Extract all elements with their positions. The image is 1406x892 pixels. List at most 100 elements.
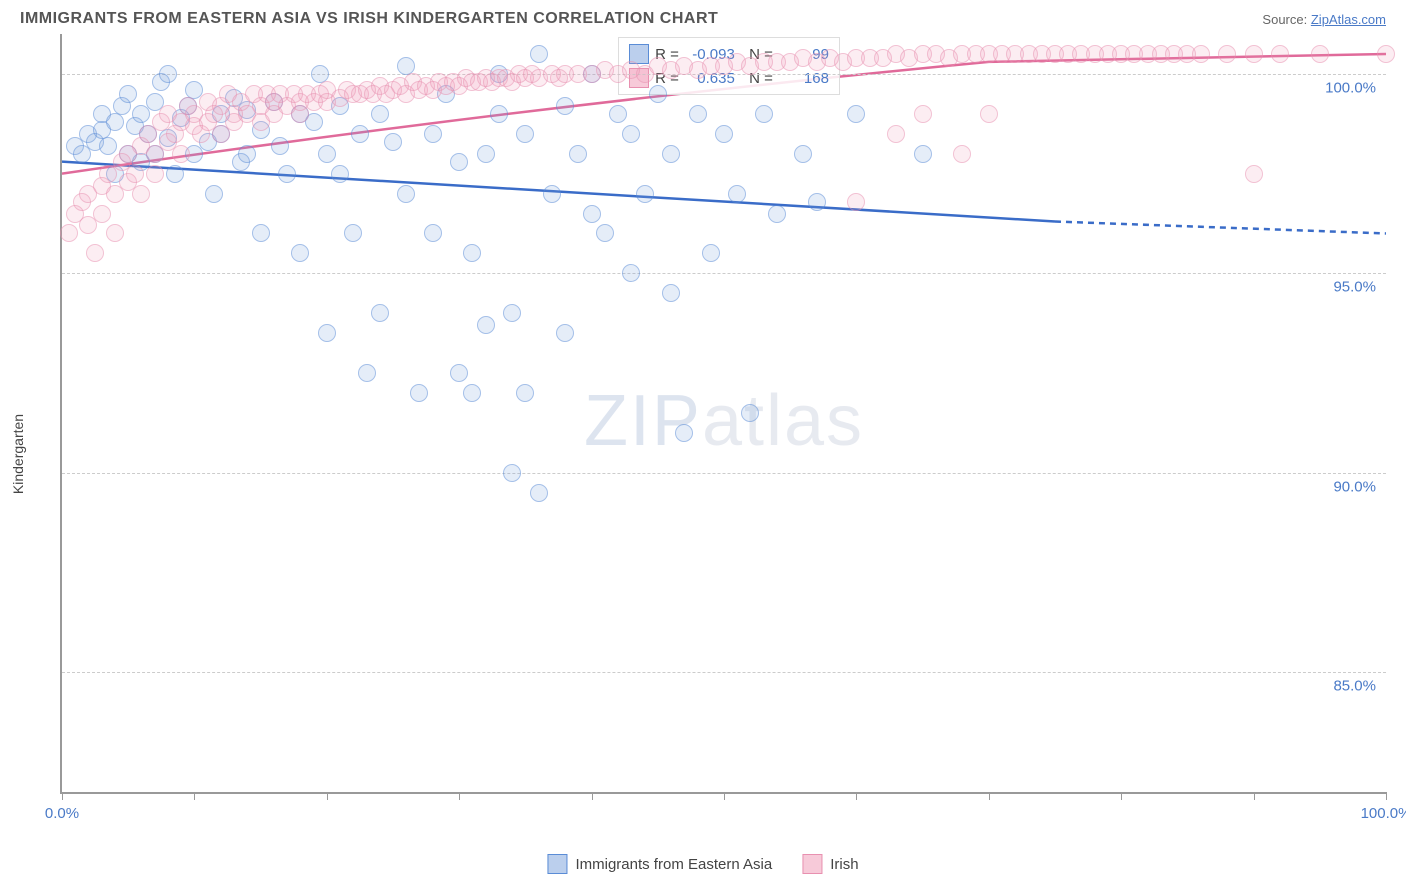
legend-item: Irish	[802, 854, 858, 874]
data-point	[622, 264, 640, 282]
data-point	[60, 224, 78, 242]
data-point	[503, 464, 521, 482]
xtick	[1386, 792, 1387, 800]
data-point	[794, 145, 812, 163]
data-point	[503, 304, 521, 322]
xtick	[592, 792, 593, 800]
ytick-label: 85.0%	[1333, 678, 1376, 695]
data-point	[768, 205, 786, 223]
chart-area: ZIPatlas R =-0.093 N =99 R =0.635 N =168…	[60, 34, 1386, 794]
data-point	[702, 244, 720, 262]
data-point	[450, 153, 468, 171]
legend-swatch	[547, 854, 567, 874]
data-point	[371, 304, 389, 322]
data-point	[99, 137, 117, 155]
data-point	[715, 125, 733, 143]
data-point	[166, 165, 184, 183]
xtick	[989, 792, 990, 800]
xtick	[194, 792, 195, 800]
data-point	[556, 324, 574, 342]
data-point	[252, 224, 270, 242]
data-point	[331, 165, 349, 183]
data-point	[278, 165, 296, 183]
data-point	[490, 105, 508, 123]
data-point	[318, 324, 336, 342]
data-point	[291, 244, 309, 262]
data-point	[1218, 45, 1236, 63]
data-point	[450, 364, 468, 382]
data-point	[755, 105, 773, 123]
data-point	[205, 185, 223, 203]
data-point	[662, 145, 680, 163]
data-point	[397, 185, 415, 203]
data-point	[424, 125, 442, 143]
xtick-label: 0.0%	[45, 805, 79, 822]
y-axis-label: Kindergarten	[10, 414, 26, 494]
data-point	[847, 105, 865, 123]
data-point	[344, 224, 362, 242]
source-link[interactable]: ZipAtlas.com	[1311, 12, 1386, 27]
data-point	[86, 244, 104, 262]
data-point	[172, 145, 190, 163]
watermark: ZIPatlas	[584, 380, 864, 462]
xtick	[1254, 792, 1255, 800]
data-point	[596, 224, 614, 242]
legend-label: Immigrants from Eastern Asia	[575, 856, 772, 873]
gridline	[62, 473, 1386, 474]
xtick	[62, 792, 63, 800]
xtick	[1121, 792, 1122, 800]
ytick-label: 100.0%	[1325, 79, 1376, 96]
data-point	[636, 185, 654, 203]
data-point	[93, 205, 111, 223]
data-point	[159, 65, 177, 83]
bottom-legend: Immigrants from Eastern Asia Irish	[547, 854, 858, 874]
data-point	[119, 85, 137, 103]
data-point	[728, 185, 746, 203]
xtick	[327, 792, 328, 800]
data-point	[953, 145, 971, 163]
data-point	[358, 364, 376, 382]
data-point	[649, 85, 667, 103]
source-label: Source: ZipAtlas.com	[1262, 12, 1386, 27]
data-point	[980, 105, 998, 123]
data-point	[463, 244, 481, 262]
legend-item: Immigrants from Eastern Asia	[547, 854, 772, 874]
chart-title: IMMIGRANTS FROM EASTERN ASIA VS IRISH KI…	[20, 10, 718, 28]
data-point	[424, 224, 442, 242]
data-point	[477, 316, 495, 334]
data-point	[662, 284, 680, 302]
data-point	[689, 105, 707, 123]
xtick	[724, 792, 725, 800]
data-point	[371, 105, 389, 123]
data-point	[238, 145, 256, 163]
data-point	[583, 205, 601, 223]
data-point	[741, 404, 759, 422]
data-point	[106, 113, 124, 131]
data-point	[106, 224, 124, 242]
data-point	[1192, 45, 1210, 63]
data-point	[1271, 45, 1289, 63]
data-point	[318, 145, 336, 163]
data-point	[675, 424, 693, 442]
data-point	[1377, 45, 1395, 63]
xtick	[856, 792, 857, 800]
data-point	[384, 133, 402, 151]
legend-label: Irish	[830, 856, 858, 873]
data-point	[543, 185, 561, 203]
data-point	[477, 145, 495, 163]
data-point	[271, 137, 289, 155]
gridline	[62, 273, 1386, 274]
data-point	[530, 45, 548, 63]
data-point	[126, 165, 144, 183]
gridline	[62, 672, 1386, 673]
data-point	[410, 384, 428, 402]
data-point	[516, 384, 534, 402]
data-point	[556, 97, 574, 115]
data-point	[887, 125, 905, 143]
data-point	[1245, 45, 1263, 63]
data-point	[530, 484, 548, 502]
data-point	[516, 125, 534, 143]
data-point	[569, 145, 587, 163]
data-point	[914, 105, 932, 123]
ytick-label: 90.0%	[1333, 478, 1376, 495]
